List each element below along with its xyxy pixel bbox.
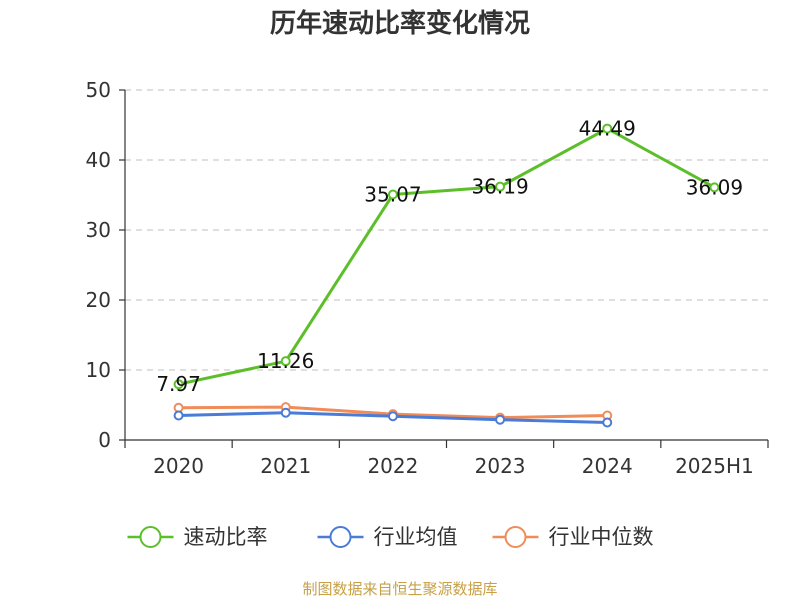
x-tick-label: 2021 bbox=[260, 454, 311, 478]
series-line bbox=[178, 127, 716, 386]
y-tick-label: 50 bbox=[86, 78, 111, 102]
data-label: 35.07 bbox=[364, 183, 421, 207]
series-lines bbox=[173, 123, 720, 428]
legend-label: 行业均值 bbox=[374, 525, 458, 549]
y-tick-label: 0 bbox=[98, 428, 111, 452]
legend-label: 行业中位数 bbox=[549, 525, 654, 549]
data-point bbox=[602, 417, 613, 428]
y-tick-label: 30 bbox=[86, 218, 111, 242]
chart-title: 历年速动比率变化情况 bbox=[270, 8, 530, 39]
data-point bbox=[173, 379, 184, 390]
x-tick-label: 2024 bbox=[582, 454, 633, 478]
legend-marker bbox=[139, 526, 162, 548]
data-point bbox=[602, 123, 613, 134]
y-tick-label: 10 bbox=[86, 358, 111, 382]
x-tick-label: 2022 bbox=[367, 454, 418, 478]
axes: 0 10 20 30 40 50 2020 2021 2022 2023 2024 2025H1 bbox=[86, 78, 769, 478]
x-tick-label: 2020 bbox=[153, 454, 204, 478]
data-point bbox=[173, 410, 184, 421]
legend-marker bbox=[504, 526, 527, 548]
data-label: 36.19 bbox=[471, 175, 528, 199]
data-point bbox=[280, 407, 291, 418]
y-tick-label: 40 bbox=[86, 148, 111, 172]
data-label: 7.97 bbox=[156, 372, 201, 396]
data-point bbox=[387, 189, 398, 200]
data-labels: 7.97 11.26 35.07 36.19 44.49 36.09 bbox=[156, 117, 743, 397]
data-point bbox=[495, 181, 506, 192]
legend: 速动比率 行业均值 行业中位数 bbox=[127, 525, 654, 549]
x-tick-label: 2023 bbox=[475, 454, 526, 478]
data-point bbox=[495, 414, 506, 425]
x-tick-label: 2025H1 bbox=[675, 454, 754, 478]
data-point bbox=[709, 182, 720, 193]
legend-item[interactable]: 行业中位数 bbox=[492, 525, 654, 549]
legend-label: 速动比率 bbox=[184, 525, 268, 549]
data-label: 44.49 bbox=[579, 117, 636, 141]
legend-item[interactable]: 行业均值 bbox=[317, 525, 458, 549]
data-label: 11.26 bbox=[257, 349, 314, 373]
legend-item[interactable]: 速动比率 bbox=[127, 525, 268, 549]
source-note: 制图数据来自恒生聚源数据库 bbox=[302, 580, 497, 598]
grid-lines bbox=[125, 89, 768, 371]
data-label: 36.09 bbox=[686, 175, 743, 199]
data-point bbox=[280, 356, 291, 367]
legend-marker bbox=[329, 526, 352, 548]
data-point bbox=[387, 411, 398, 422]
y-tick-label: 20 bbox=[86, 288, 111, 312]
